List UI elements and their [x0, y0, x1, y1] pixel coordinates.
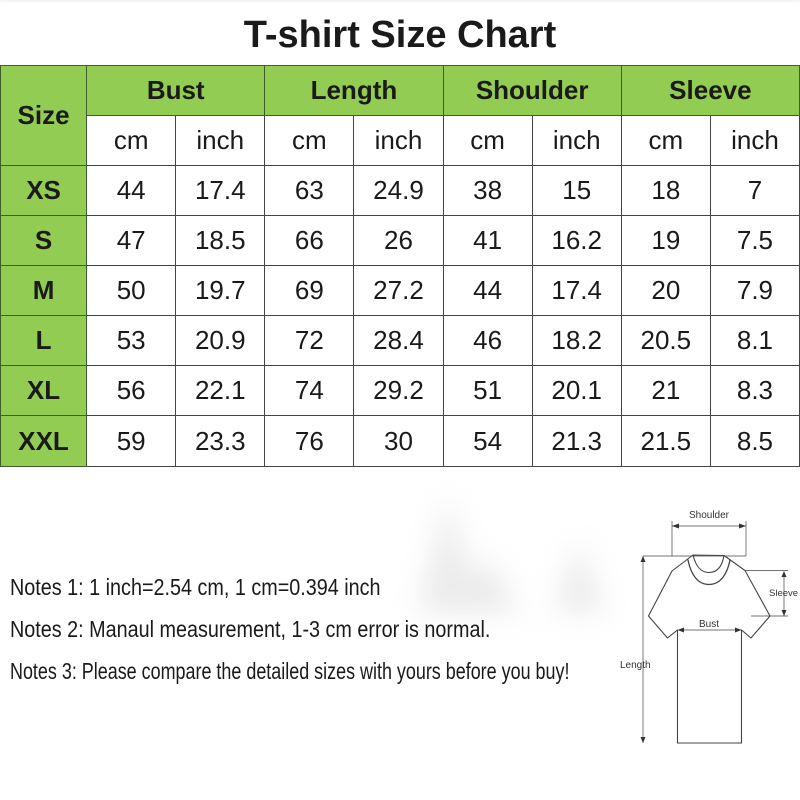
- svg-text:Bust: Bust: [699, 619, 719, 630]
- svg-text:Length: Length: [620, 660, 651, 671]
- svg-text:Sleeve: Sleeve: [769, 588, 798, 599]
- svg-text:Shoulder: Shoulder: [689, 510, 730, 521]
